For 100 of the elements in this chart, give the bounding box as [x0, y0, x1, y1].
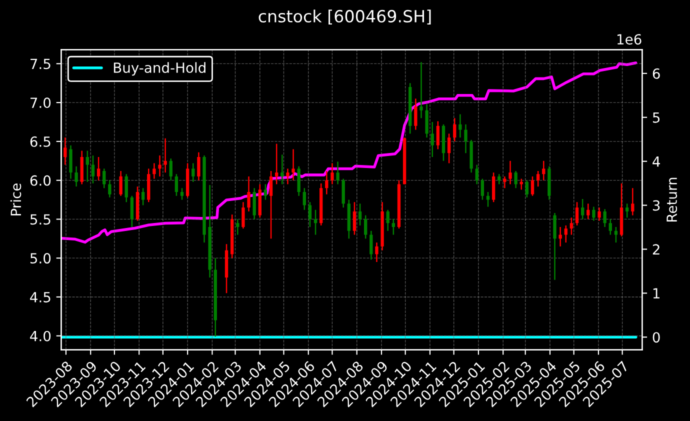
candlestick [370, 230, 373, 260]
candlestick [252, 187, 256, 220]
candlestick [536, 170, 540, 188]
candlestick [64, 136, 67, 166]
candlestick [453, 117, 456, 142]
candlestick [192, 162, 195, 183]
candlestick [91, 154, 95, 184]
y2-tick-label: 1 [653, 288, 660, 298]
y-tick-label: 7.5 [30, 58, 50, 70]
candlestick [436, 120, 440, 150]
line-series [61, 61, 638, 244]
candlestick [525, 180, 529, 198]
chart-title: cnstock [600469.SH] [258, 10, 431, 24]
candlestick [625, 203, 629, 218]
candlestick [297, 166, 300, 196]
text: 1e6 [617, 34, 642, 45]
candlestick [598, 206, 601, 222]
y2-tick-label: 5 [652, 112, 660, 123]
candlestick [169, 158, 172, 181]
candlestick [264, 184, 268, 200]
candlestick [174, 173, 178, 196]
candlestick [580, 198, 584, 220]
candlestick [164, 138, 167, 174]
candlestick [119, 170, 122, 196]
candlestick [330, 162, 334, 185]
candlestick [553, 212, 556, 280]
candlestick [564, 224, 568, 244]
y2-tick-label: 6 [652, 68, 660, 79]
candlestick [486, 191, 490, 208]
candlestick [498, 173, 501, 185]
candlestick [542, 160, 546, 181]
y-axis-title: Price [10, 184, 22, 216]
candlestick [236, 218, 240, 236]
candlestick [608, 218, 612, 236]
candlestick [586, 203, 590, 220]
candlestick [464, 124, 468, 154]
candlestick [342, 178, 345, 208]
candlestick [492, 172, 496, 203]
y2-tick-label: 3 [652, 200, 660, 211]
candlestick [124, 173, 128, 203]
candlestick [286, 168, 290, 185]
candlestick [631, 187, 634, 216]
candlestick [508, 160, 512, 185]
candlestick [614, 226, 618, 244]
candlestick [447, 133, 451, 164]
y2-tick-label: 4 [652, 156, 660, 167]
candlestick [325, 170, 328, 195]
legend-label: Buy-and-Hold [114, 62, 206, 76]
y-tick-label: 4.5 [30, 292, 50, 302]
candlestick [96, 156, 100, 181]
candlestick [375, 242, 378, 263]
candlestick [280, 154, 284, 185]
candlestick [575, 201, 579, 226]
candlestick [358, 203, 362, 226]
candlestick [480, 178, 484, 200]
candlestick [130, 195, 134, 228]
candlestick [141, 187, 145, 206]
candlestick [308, 201, 312, 228]
candlestick [430, 121, 434, 158]
candlestick [420, 61, 423, 119]
candlestick [274, 143, 278, 185]
y-tick-label: 6.5 [30, 136, 50, 147]
candlestick [386, 209, 390, 232]
candlestick [292, 148, 295, 181]
candlestick [475, 164, 478, 185]
candlestick [102, 168, 106, 189]
candlestick [514, 170, 518, 189]
candlestick [242, 201, 245, 230]
candlestick [392, 218, 396, 236]
candlestick [69, 144, 72, 180]
y-tick-label: 6.0 [30, 175, 51, 186]
candlestick [603, 208, 606, 228]
candlestick [247, 176, 250, 212]
candlestick [86, 150, 90, 183]
candlestick [503, 176, 506, 189]
candlestick [364, 214, 368, 240]
candlestick [269, 170, 273, 240]
candlestick [74, 166, 78, 188]
y2-tick-label: 2 [652, 244, 660, 254]
candlestick [425, 103, 428, 138]
candlestick [302, 187, 306, 210]
candlestick [158, 154, 162, 178]
candlestick [530, 176, 534, 196]
y-tick-label: 7.0 [30, 98, 51, 108]
candlestick [414, 98, 418, 130]
candlestick [458, 114, 462, 138]
candlestick [592, 206, 596, 222]
candlestick [352, 201, 356, 236]
candlestick [570, 217, 574, 236]
candlestick [152, 162, 156, 180]
y-tick-label: 4.0 [30, 330, 51, 342]
y2-tick-label: 0 [652, 332, 660, 343]
candlestick [180, 187, 184, 200]
candlestick [558, 226, 562, 248]
candlestick [314, 209, 318, 236]
y-tick-label: 5.0 [30, 253, 51, 264]
y2-axis-title: Return [666, 178, 678, 222]
candlestick [108, 180, 112, 198]
y-tick-label: 5.5 [30, 214, 50, 225]
candlestick [336, 161, 340, 185]
